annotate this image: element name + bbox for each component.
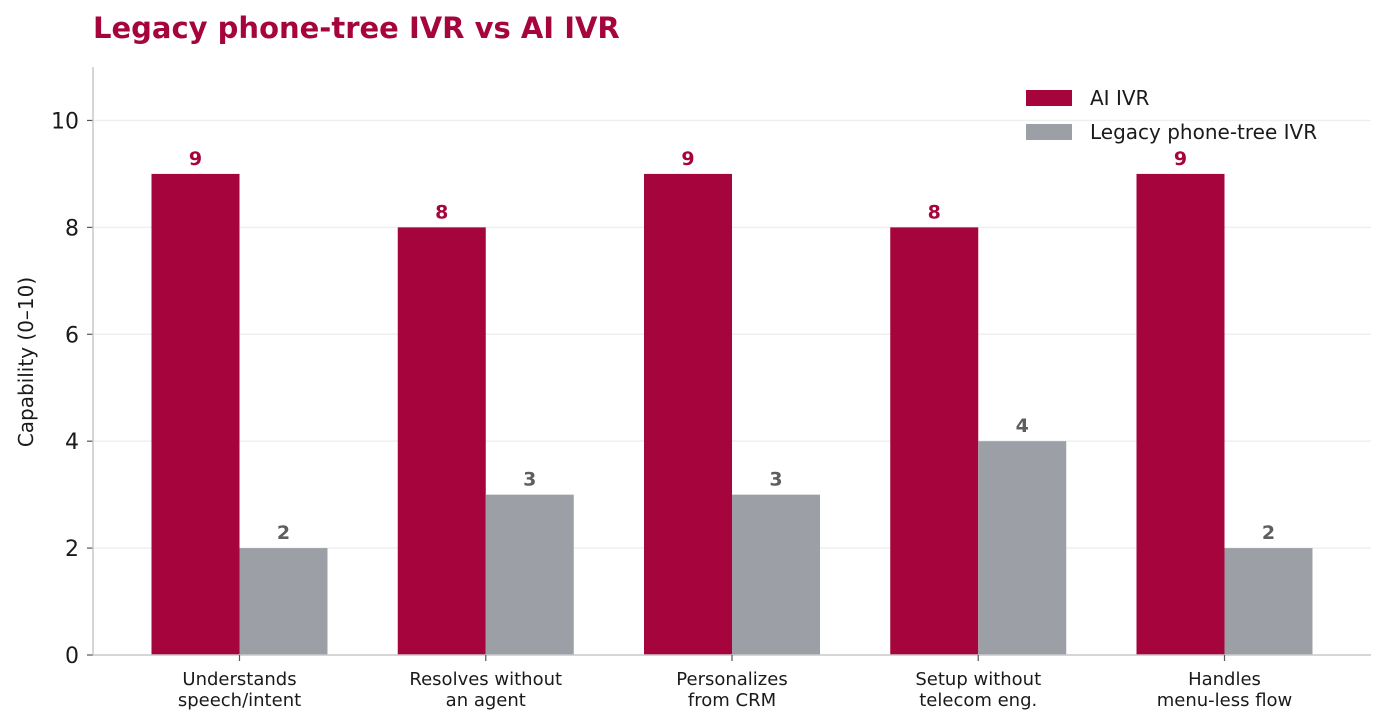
data-label: 9 bbox=[681, 148, 694, 170]
category-label-line: telecom eng. bbox=[919, 690, 1037, 711]
data-label: 2 bbox=[277, 522, 290, 544]
category-label: Handles menu-less flow bbox=[1157, 669, 1293, 711]
bar-ai-ivr bbox=[1136, 173, 1225, 655]
bar-legacy-ivr bbox=[732, 494, 820, 655]
data-label: 9 bbox=[1174, 148, 1187, 170]
y-axis-title: Capability (0–10) bbox=[14, 277, 38, 447]
bar-ai-ivr bbox=[397, 227, 486, 655]
bar-ai-ivr bbox=[644, 173, 732, 655]
bar-ai-ivr bbox=[890, 227, 979, 655]
legend-label: AI IVR bbox=[1090, 86, 1150, 110]
category-label-line: menu-less flow bbox=[1157, 690, 1293, 711]
chart-title: Legacy phone-tree IVR vs AI IVR bbox=[93, 11, 620, 45]
category-label-line: from CRM bbox=[688, 690, 776, 711]
legend: AI IVR Legacy phone-tree IVR bbox=[1026, 86, 1317, 144]
category-label-line: Setup without bbox=[915, 669, 1041, 690]
category-label-line: an agent bbox=[446, 690, 526, 711]
legend-swatch bbox=[1026, 90, 1072, 106]
data-label: 4 bbox=[1016, 415, 1029, 437]
category-label: Understands speech/intent bbox=[178, 669, 301, 711]
axes bbox=[87, 67, 1371, 661]
data-label: 8 bbox=[435, 201, 448, 223]
bar-legacy-ivr bbox=[978, 441, 1067, 655]
data-label: 9 bbox=[189, 148, 202, 170]
y-tick-label: 6 bbox=[65, 323, 79, 348]
category-label-line: Resolves without bbox=[409, 669, 562, 690]
data-labels: 9 2 8 3 9 3 8 4 9 2 bbox=[189, 148, 1275, 544]
data-label: 8 bbox=[928, 201, 941, 223]
legend-swatch bbox=[1026, 124, 1072, 140]
y-tick-label: 8 bbox=[65, 216, 79, 241]
data-label: 2 bbox=[1262, 522, 1275, 544]
category-label: Personalizes from CRM bbox=[676, 669, 787, 711]
bar-legacy-ivr bbox=[485, 494, 574, 655]
y-tick-label: 2 bbox=[65, 537, 79, 562]
tick-labels: 0 2 4 6 8 10 bbox=[51, 109, 79, 669]
bar-legacy-ivr bbox=[239, 548, 328, 655]
bar-legacy-ivr bbox=[1224, 548, 1313, 655]
category-label-line: Personalizes bbox=[676, 669, 787, 690]
data-label: 3 bbox=[769, 469, 782, 491]
category-label: Setup without telecom eng. bbox=[915, 669, 1041, 711]
category-label-line: Understands bbox=[182, 669, 296, 690]
y-tick-label: 4 bbox=[65, 430, 79, 455]
data-label: 3 bbox=[523, 469, 536, 491]
category-label-line: Handles bbox=[1188, 669, 1261, 690]
legend-label: Legacy phone-tree IVR bbox=[1090, 120, 1317, 144]
y-tick-label: 10 bbox=[51, 109, 79, 134]
category-label: Resolves without an agent bbox=[409, 669, 562, 711]
category-label-line: speech/intent bbox=[178, 690, 301, 711]
y-tick-label: 0 bbox=[65, 644, 79, 669]
bar-ai-ivr bbox=[151, 173, 240, 655]
category-labels: Understands speech/intent Resolves without… bbox=[178, 669, 1292, 711]
bars bbox=[151, 173, 1313, 655]
